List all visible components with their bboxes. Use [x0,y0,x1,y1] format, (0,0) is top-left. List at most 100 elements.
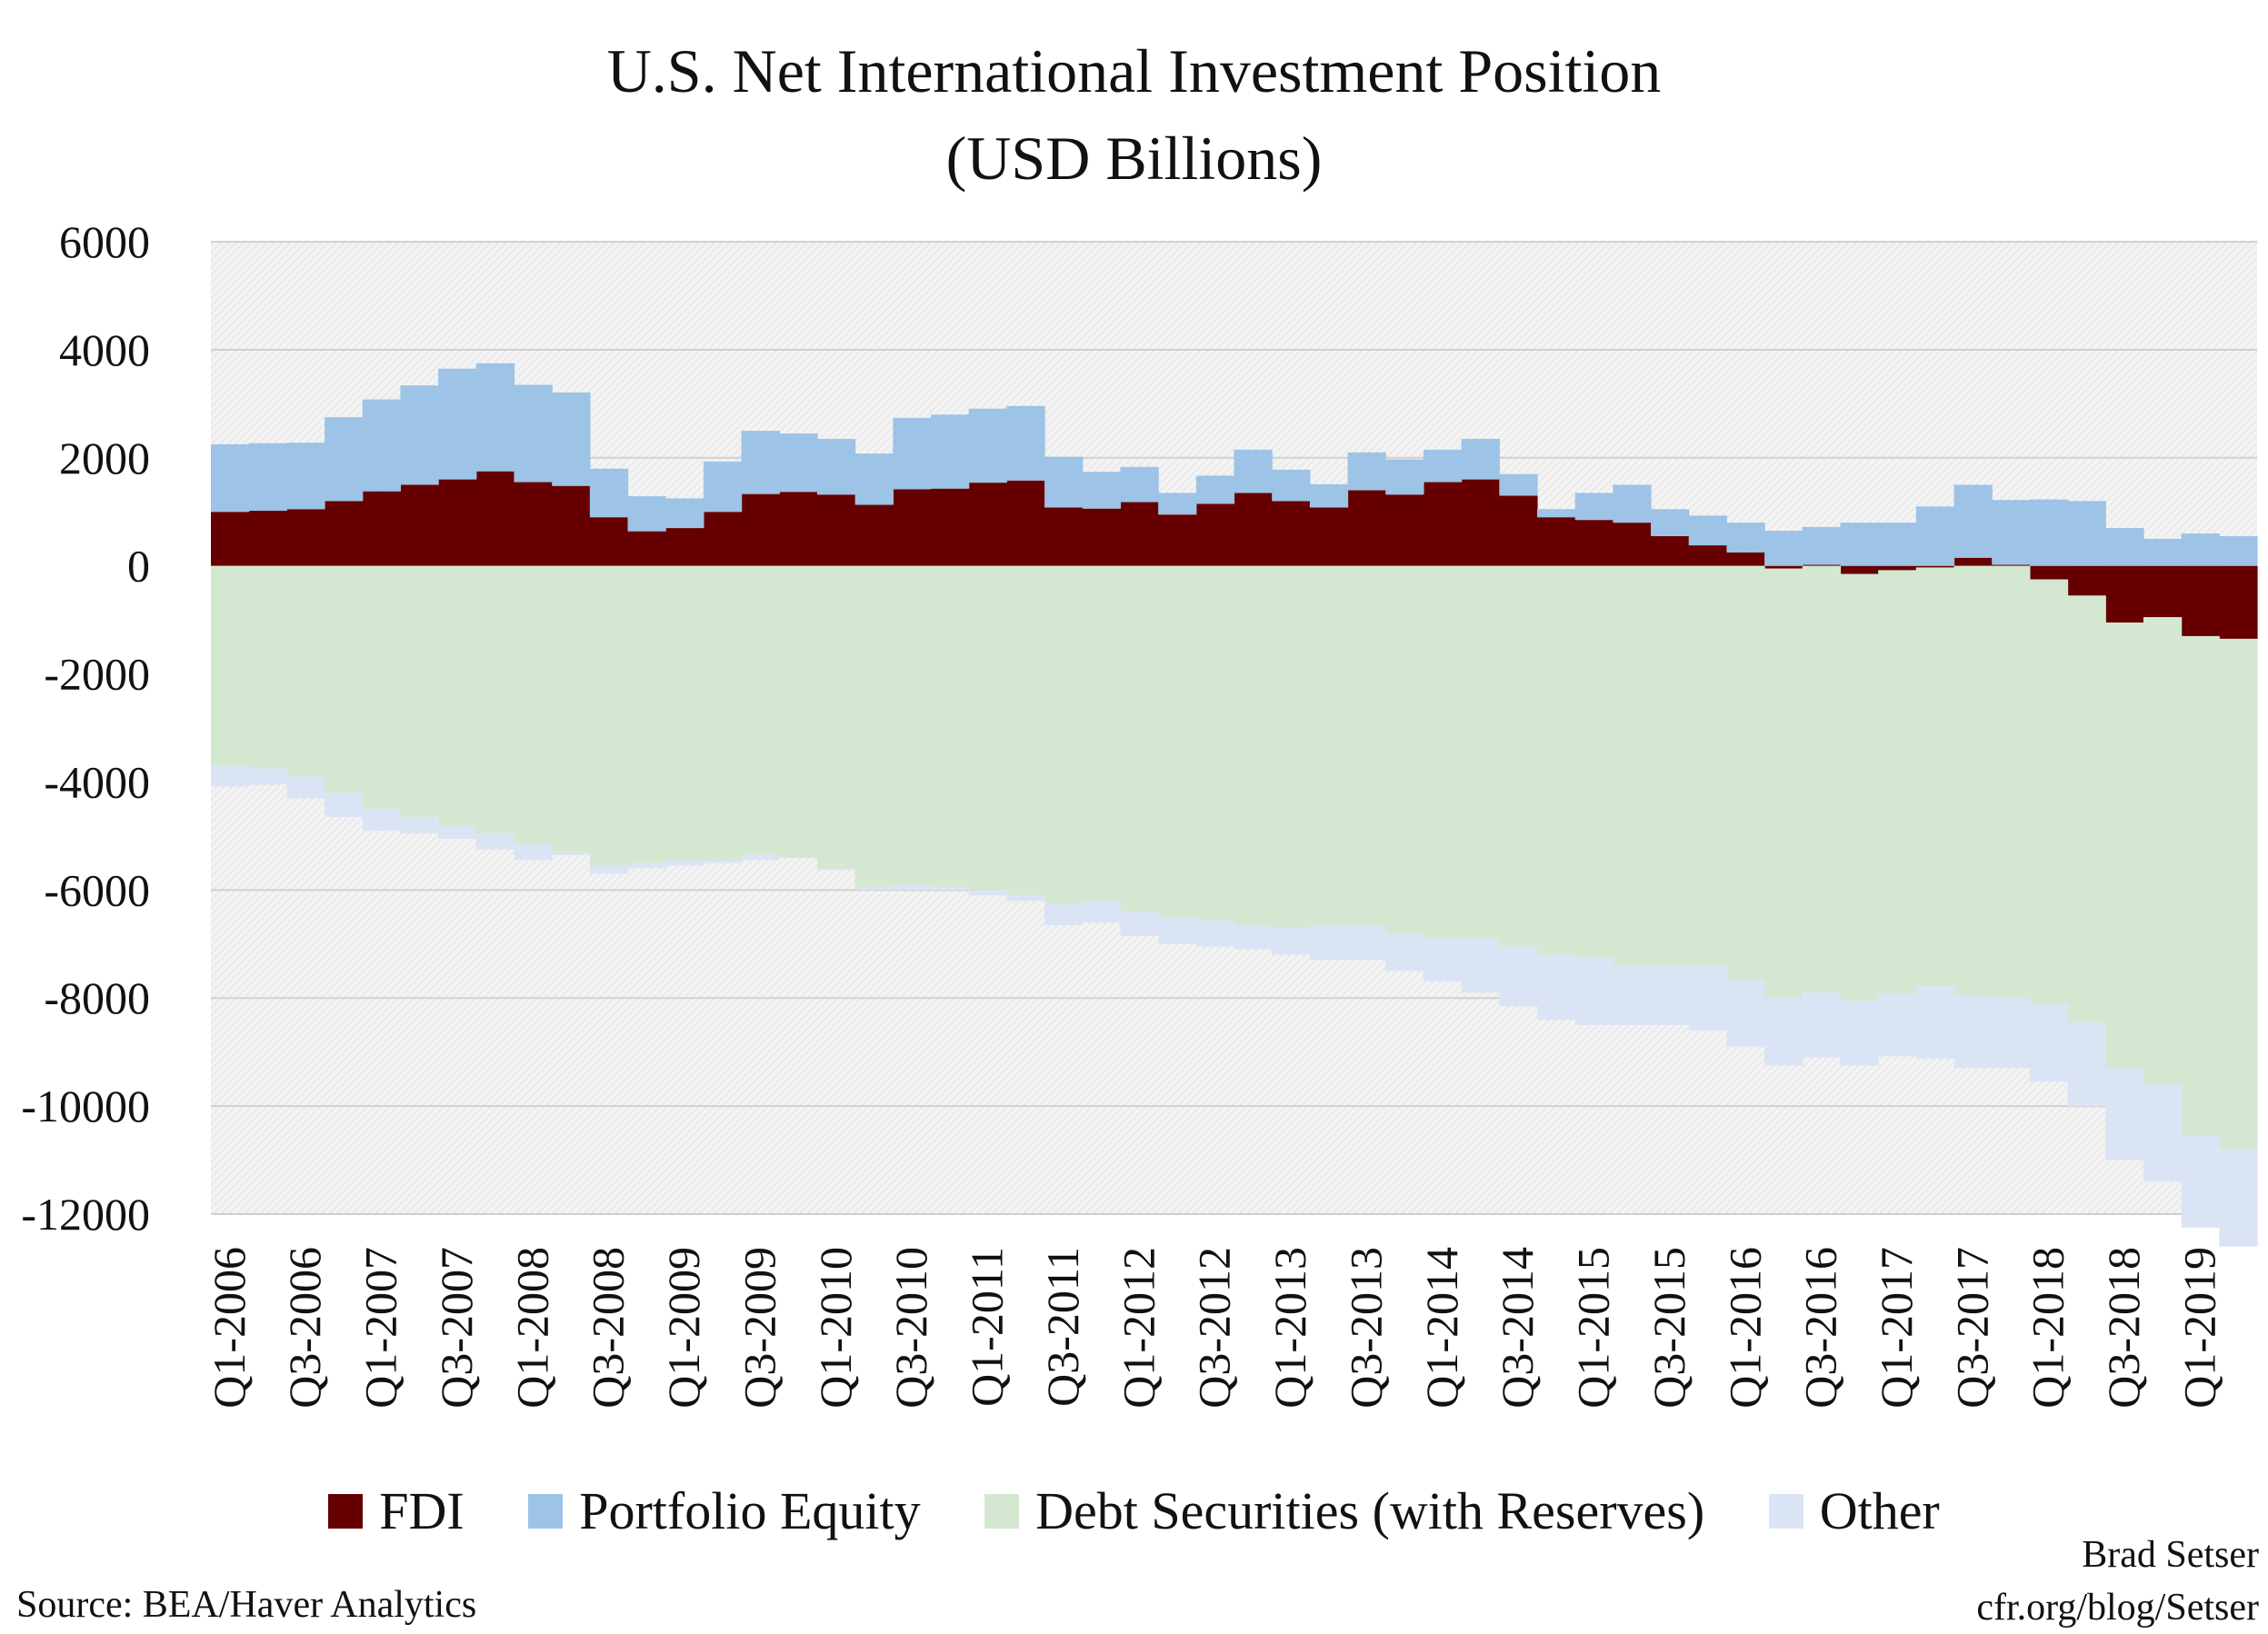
area-segment [1840,565,1879,574]
area-segment [1915,506,1955,566]
legend-item-debt-securities: Debt Securities (with Reserves) [984,1480,1704,1543]
area-segment [1764,998,1803,1066]
x-tick-label: Q1-2007 [355,1247,406,1409]
area-segment [2219,565,2258,639]
area-segment [1044,903,1084,925]
area-segment [665,565,704,861]
area-segment [779,433,818,493]
area-segment [1878,523,1917,566]
x-tick-label: Q3-2014 [1492,1247,1543,1409]
area-segment [1802,992,1842,1058]
area-segment [1120,912,1159,936]
area-segment [514,482,553,566]
area-segment [362,809,402,831]
area-segment [1385,932,1424,971]
x-tick-label: Q3-2011 [1037,1247,1088,1407]
area-segment [1234,449,1273,493]
area-segment [968,565,1007,891]
y-tick-label: -2000 [44,649,150,700]
area-segment [1992,500,2031,565]
area-segment [2219,638,2258,1150]
x-tick-label: Q1-2019 [2173,1247,2224,1409]
area-segment [2029,565,2069,580]
area-segment [1006,565,1045,896]
area-segment [893,489,932,566]
legend-label: Other [1819,1481,1940,1540]
x-tick-label: Q3-2009 [734,1247,784,1409]
x-tick-label: Q1-2008 [506,1247,557,1409]
area-segment [1536,509,1576,518]
area-segment [1499,946,1538,1007]
area-segment [2105,1068,2144,1161]
author-name: Brad Setser [2082,1534,2259,1576]
series-other [211,765,2258,1247]
area-segment [816,494,856,566]
area-segment [1082,508,1122,566]
area-segment [1574,493,1614,521]
area-segment [1272,469,1311,502]
x-tick-label: Q1-2009 [658,1247,709,1409]
x-axis: Q1-2006 Q3-2006 Q1-2007 Q3-2007 Q1-2008 Q3-20… [204,1247,2225,1409]
x-tick-label: Q1-2006 [204,1247,255,1409]
area-segment [1802,564,1842,566]
area-segment [2105,623,2144,1069]
area-segment [1536,565,1576,955]
area-segment [2181,533,2220,566]
area-segment [627,531,666,566]
area-segment [1499,495,1538,566]
x-tick-label: Q1-2015 [1568,1247,1619,1409]
area-segment [2219,1149,2258,1247]
area-segment [968,890,1007,896]
credit-block: Brad Setser cfr.org/blog/Setser [1976,1529,2259,1634]
area-segment [741,431,780,494]
area-segment [2181,635,2220,1136]
x-tick-label: Q3-2013 [1340,1247,1391,1409]
area-segment [1764,565,1803,569]
x-tick-label: Q3-2017 [1946,1247,1997,1409]
area-segment [854,453,894,505]
area-segment [325,501,364,566]
x-tick-label: Q1-2011 [962,1247,1013,1407]
y-tick-label: -12000 [21,1189,150,1240]
area-segment [438,479,477,566]
area-segment [703,860,743,863]
area-segment [2181,1135,2220,1228]
area-segment [779,565,818,858]
x-tick-label: Q1-2013 [1264,1247,1315,1409]
area-segment [1385,494,1424,566]
area-segment [211,512,250,566]
area-segment [2067,565,2106,596]
area-segment [1234,565,1273,925]
area-segment [1499,565,1538,947]
area-segment [1347,924,1386,961]
area-segment [1158,565,1197,918]
area-segment [2143,538,2183,566]
area-segment [552,485,591,566]
area-segment [1044,565,1084,904]
area-segment [400,817,439,833]
area-segment [1688,515,1728,546]
site-link: cfr.org/blog/Setser [1976,1587,2259,1629]
area-segment [1840,1001,1879,1066]
area-segment [1272,501,1311,566]
y-tick-label: 4000 [59,324,150,375]
area-segment [248,511,287,566]
area-segment [1953,995,1993,1069]
area-segment [1347,452,1386,491]
area-segment [1385,565,1424,933]
area-segment [741,565,780,855]
x-tick-label: Q1-2012 [1113,1247,1164,1409]
area-segment [1347,565,1386,925]
area-segment [1878,994,1917,1057]
area-segment [1802,526,1842,565]
x-tick-label: Q1-2018 [2023,1247,2073,1409]
x-tick-label: Q1-2017 [1871,1247,1922,1409]
area-segment [475,565,515,833]
area-segment [1651,509,1690,536]
area-segment [1992,565,2031,999]
area-segment [552,392,591,486]
area-segment [816,868,856,871]
area-segment [2105,565,2144,623]
area-segment [475,363,515,472]
